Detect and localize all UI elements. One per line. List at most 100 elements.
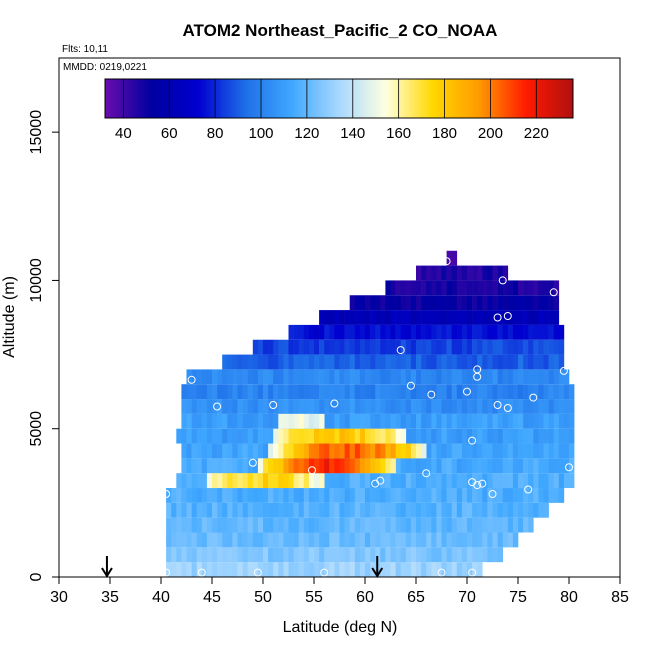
heatmap-cell: [431, 384, 437, 400]
heatmap-cell: [446, 399, 452, 414]
heatmap-cell: [507, 502, 514, 518]
sample-point: [213, 402, 222, 411]
heatmap-cell: [171, 502, 177, 518]
colorbar-swatch: [456, 79, 459, 118]
heatmap-cell: [426, 265, 432, 281]
heatmap-cell: [339, 502, 345, 518]
plume-cell: [293, 413, 299, 429]
heatmap-cell: [181, 428, 187, 444]
heatmap-cell: [553, 458, 560, 474]
x-tick-label: 85: [611, 589, 629, 606]
heatmap-cell: [298, 339, 305, 355]
heatmap-cell: [257, 443, 264, 459]
heatmap-cell: [339, 473, 345, 489]
heatmap-cell: [467, 473, 473, 489]
heatmap-cell: [365, 354, 371, 370]
heatmap-cell: [237, 458, 243, 474]
heatmap-cell: [339, 547, 345, 563]
heatmap-cell: [507, 532, 514, 548]
plume-cell: [293, 443, 299, 459]
heatmap-cell: [365, 413, 371, 429]
heatmap-cell: [206, 502, 213, 518]
heatmap-cell: [563, 384, 570, 400]
flight-arrows: [101, 556, 384, 578]
plume-cell: [349, 428, 356, 444]
heatmap-cell: [278, 399, 284, 414]
heatmap-cell: [502, 265, 509, 281]
heatmap-cell: [390, 354, 396, 370]
heatmap-cell: [232, 443, 238, 459]
heatmap-cell: [421, 502, 427, 518]
heatmap-cell: [206, 458, 213, 474]
heatmap-cell: [334, 473, 340, 489]
heatmap-cell: [487, 354, 493, 370]
heatmap-cell: [380, 413, 386, 429]
heatmap-cell: [441, 502, 447, 518]
colorbar-swatch: [549, 79, 553, 118]
heatmap-cell: [186, 532, 192, 548]
heatmap-cell: [523, 339, 529, 355]
heatmap-cell: [492, 428, 498, 444]
heatmap-cell: [426, 532, 432, 548]
heatmap-cell: [359, 488, 366, 503]
heatmap-cell: [273, 488, 279, 503]
heatmap-cell: [477, 488, 483, 503]
heatmap-cell: [482, 458, 488, 474]
heatmap-cell: [390, 310, 396, 325]
heatmap-cell: [186, 473, 192, 489]
colorbar-swatch: [177, 79, 181, 118]
colorbar-swatch: [164, 79, 168, 118]
heatmap-cell: [431, 473, 437, 489]
heatmap-cell: [380, 310, 386, 325]
sample-point: [396, 346, 405, 355]
heatmap-cell: [446, 547, 452, 563]
heatmap-cell: [217, 369, 223, 385]
heatmap-cell: [263, 502, 269, 518]
heatmap-cell: [502, 443, 509, 459]
heatmap-cell: [242, 428, 248, 444]
heatmap-cell: [370, 339, 376, 355]
heatmap-cell: [497, 517, 503, 533]
colorbar-tick-label: 100: [248, 125, 273, 142]
heatmap-cell: [242, 488, 248, 503]
heatmap-cell: [548, 369, 554, 385]
heatmap-cell: [482, 310, 488, 325]
heatmap-cell: [212, 399, 218, 414]
heatmap-cell: [288, 502, 294, 518]
heatmap-cell: [456, 443, 463, 459]
colorbar-swatch: [253, 79, 257, 118]
heatmap-cell: [533, 443, 539, 459]
heatmap-cell: [477, 354, 483, 370]
colorbar-swatch: [528, 79, 532, 118]
heatmap-cell: [201, 443, 208, 459]
heatmap-cell: [451, 280, 458, 296]
colorbar-swatch: [255, 79, 259, 118]
heatmap-cell: [390, 517, 396, 533]
heatmap-cell: [548, 428, 554, 444]
colorbar-swatch: [157, 79, 160, 118]
heatmap-cell: [405, 369, 412, 385]
heatmap-cell: [314, 562, 320, 577]
heatmap-cell: [416, 473, 422, 489]
y-tick-label: 10000: [28, 258, 45, 303]
heatmap-cell: [339, 532, 345, 548]
plume-cell: [314, 428, 320, 444]
heatmap-cell: [533, 488, 539, 503]
heatmap-cell: [446, 413, 452, 429]
heatmap-cell: [477, 265, 483, 281]
heatmap-cell: [497, 443, 503, 459]
heatmap-cell: [543, 384, 549, 400]
plume-cell: [303, 458, 310, 474]
heatmap-cell: [283, 369, 289, 385]
heatmap-cell: [344, 517, 350, 533]
heatmap-cell: [477, 547, 483, 563]
heatmap-cell: [334, 562, 340, 577]
heatmap-cell: [416, 354, 422, 370]
colorbar-swatch: [424, 79, 428, 118]
heatmap-cell: [441, 517, 447, 533]
heatmap-cell: [395, 547, 401, 563]
heatmap-cell: [319, 488, 325, 503]
plume-cell: [298, 413, 305, 429]
heatmap-cell: [553, 384, 560, 400]
heatmap-cell: [395, 369, 401, 385]
